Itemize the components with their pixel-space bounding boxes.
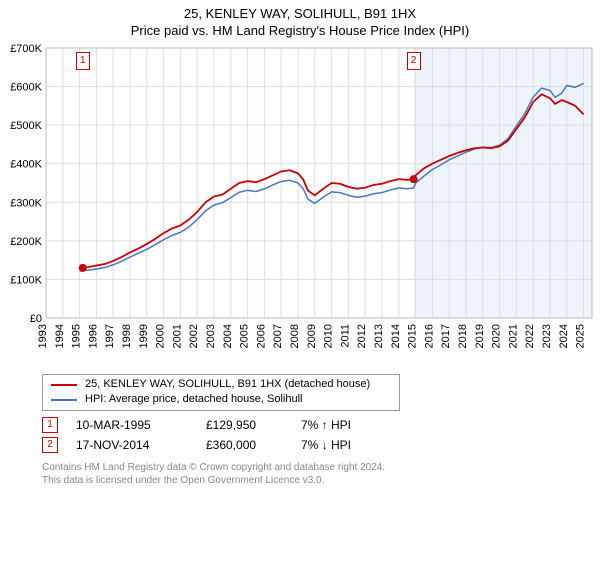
svg-text:2013: 2013 [373, 324, 385, 348]
svg-text:2021: 2021 [507, 324, 519, 348]
svg-text:2024: 2024 [558, 324, 570, 348]
chart-svg: £0 £100K £200K £300K £400K £500K £600K £700K 199… [0, 38, 600, 368]
sale-price: £129,950 [206, 415, 301, 435]
legend-swatch [51, 384, 77, 386]
svg-text:1995: 1995 [71, 324, 83, 348]
svg-text:2012: 2012 [356, 324, 368, 348]
svg-text:2002: 2002 [188, 324, 200, 348]
svg-text:2008: 2008 [289, 324, 301, 348]
footer-copyright: Contains HM Land Registry data © Crown c… [42, 461, 600, 474]
page-title: 25, KENLEY WAY, SOLIHULL, B91 1HX [0, 6, 600, 21]
sale-date: 10-MAR-1995 [76, 415, 206, 435]
svg-text:1998: 1998 [121, 324, 133, 348]
svg-text:2004: 2004 [222, 324, 234, 348]
svg-text:2017: 2017 [440, 324, 452, 348]
svg-text:£600K: £600K [10, 82, 42, 94]
svg-text:£300K: £300K [10, 197, 42, 209]
svg-text:2010: 2010 [323, 324, 335, 348]
sale-index: 2 [42, 437, 58, 453]
svg-text:2023: 2023 [541, 324, 553, 348]
svg-text:2014: 2014 [390, 324, 402, 348]
price-chart: £0 £100K £200K £300K £400K £500K £600K £700K 199… [0, 38, 600, 368]
svg-text:£100K: £100K [10, 274, 42, 286]
sale-marker-1: 1 [76, 52, 90, 70]
sale-index: 1 [42, 417, 58, 433]
svg-text:2006: 2006 [255, 324, 267, 348]
svg-text:2007: 2007 [272, 324, 284, 348]
svg-text:2001: 2001 [171, 324, 183, 348]
svg-text:2009: 2009 [306, 324, 318, 348]
svg-text:2020: 2020 [491, 324, 503, 348]
sale-row: 2 17-NOV-2014£360,0007% ↓ HPI [42, 435, 600, 455]
svg-text:2003: 2003 [205, 324, 217, 348]
svg-text:2015: 2015 [407, 324, 419, 348]
svg-text:£700K: £700K [10, 43, 42, 55]
svg-text:£200K: £200K [10, 236, 42, 248]
svg-text:2016: 2016 [423, 324, 435, 348]
svg-text:2019: 2019 [474, 324, 486, 348]
legend-label: 25, KENLEY WAY, SOLIHULL, B91 1HX (detac… [85, 377, 370, 392]
sale-diff: 7% ↑ HPI [301, 415, 401, 435]
svg-text:2018: 2018 [457, 324, 469, 348]
sale-date: 17-NOV-2014 [76, 435, 206, 455]
svg-text:2000: 2000 [155, 324, 167, 348]
svg-text:£500K: £500K [10, 120, 42, 132]
sales-table: 1 10-MAR-1995£129,9507% ↑ HPI 2 17-NOV-2014… [42, 415, 600, 455]
legend-label: HPI: Average price, detached house, Soli… [85, 392, 303, 407]
svg-text:2005: 2005 [239, 324, 251, 348]
legend-row: HPI: Average price, detached house, Soli… [51, 392, 391, 407]
svg-text:£0: £0 [30, 313, 42, 325]
svg-text:2022: 2022 [524, 324, 536, 348]
svg-text:2025: 2025 [575, 324, 587, 348]
svg-text:1997: 1997 [104, 324, 116, 348]
svg-text:£400K: £400K [10, 159, 42, 171]
footer: Contains HM Land Registry data © Crown c… [42, 461, 600, 487]
svg-text:1994: 1994 [54, 324, 66, 348]
footer-licence: This data is licensed under the Open Gov… [42, 474, 600, 487]
sale-diff: 7% ↓ HPI [301, 435, 401, 455]
legend: 25, KENLEY WAY, SOLIHULL, B91 1HX (detac… [42, 374, 400, 411]
svg-text:1996: 1996 [87, 324, 99, 348]
legend-swatch [51, 399, 77, 401]
svg-text:1993: 1993 [37, 324, 49, 348]
sale-price: £360,000 [206, 435, 301, 455]
sale-marker-2: 2 [407, 52, 421, 70]
svg-text:2011: 2011 [339, 324, 351, 348]
sale-row: 1 10-MAR-1995£129,9507% ↑ HPI [42, 415, 600, 435]
legend-row: 25, KENLEY WAY, SOLIHULL, B91 1HX (detac… [51, 377, 391, 392]
page-subtitle: Price paid vs. HM Land Registry's House … [0, 23, 600, 38]
svg-text:1999: 1999 [138, 324, 150, 348]
